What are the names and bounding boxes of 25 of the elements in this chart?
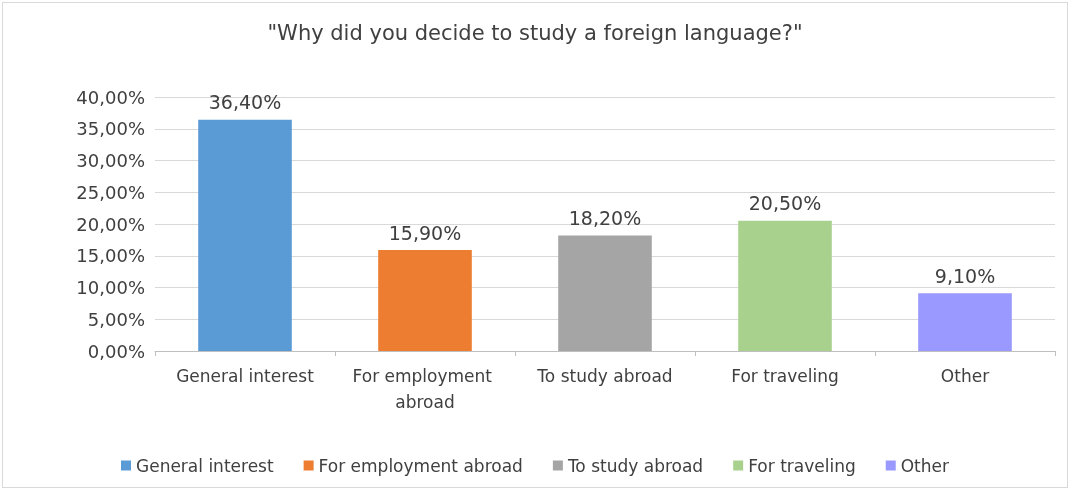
y-tick-label: 10,00% — [76, 277, 145, 298]
y-tick-label: 35,00% — [76, 118, 145, 140]
data-label: 36,40% — [208, 91, 282, 114]
legend-label: For traveling — [748, 455, 856, 476]
legend-label: Other — [900, 455, 950, 476]
y-tick-label: 0,00% — [87, 340, 145, 362]
y-tick-label: 40,00% — [76, 86, 145, 108]
data-label: 20,50% — [748, 192, 822, 215]
x-tick-label: To study abroad — [536, 366, 673, 386]
y-tick-label: 15,00% — [76, 245, 145, 267]
x-tick-label: For traveling — [731, 366, 839, 386]
legend-label: To study abroad — [566, 455, 704, 476]
x-tick-label: Other — [940, 366, 990, 386]
y-tick-label: 25,00% — [76, 181, 145, 203]
legend-label: For employment abroad — [318, 455, 523, 476]
legend-label: General interest — [136, 455, 274, 476]
y-tick-label: 20,00% — [76, 213, 145, 235]
data-label: 9,10% — [934, 264, 996, 287]
chart-title: "Why did you decide to study a foreign language?" — [267, 20, 803, 45]
x-tick-label: For employment abroad — [352, 366, 498, 412]
data-label: 15,90% — [388, 221, 462, 244]
data-label: 18,20% — [568, 206, 642, 229]
x-tick-label: General interest — [176, 366, 315, 386]
y-tick-label: 30,00% — [76, 150, 145, 171]
y-tick-label: 5,00% — [87, 308, 145, 330]
